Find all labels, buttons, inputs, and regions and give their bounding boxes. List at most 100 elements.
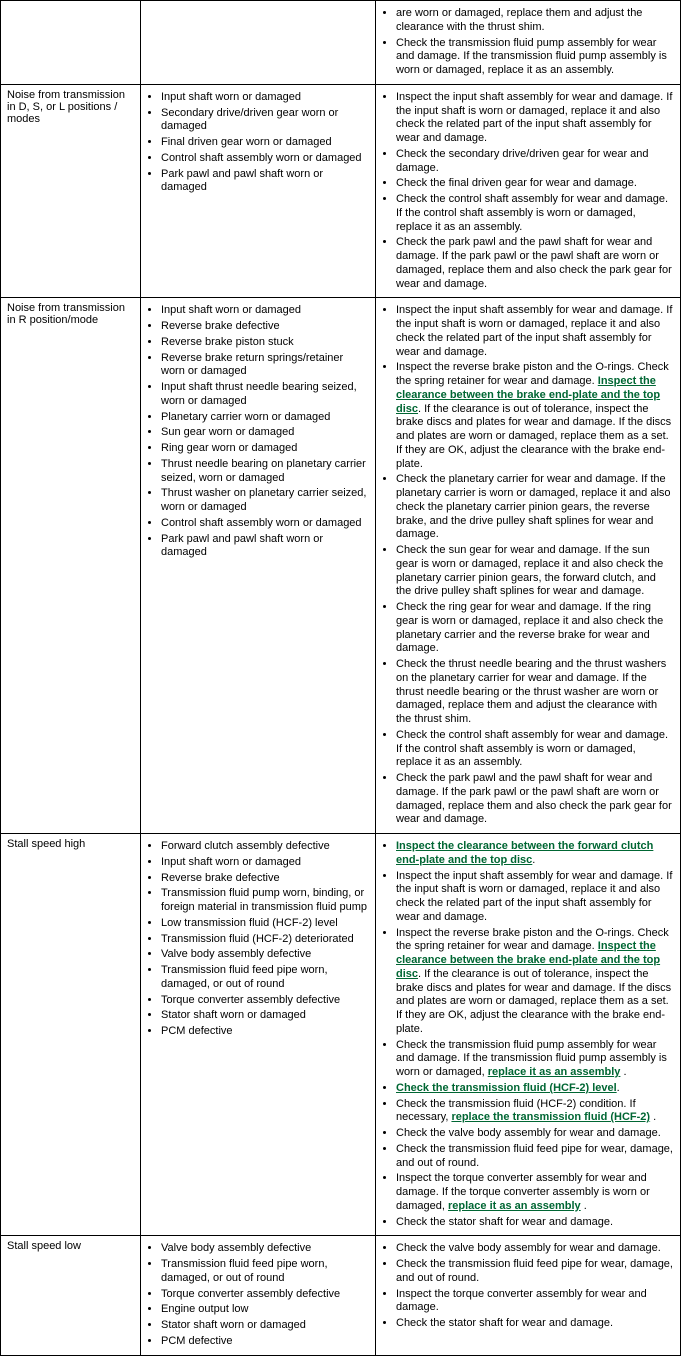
causes-list: Input shaft worn or damaged Reverse brake… <box>147 304 369 560</box>
list-item: Check the transmission fluid (HCF-2) lev… <box>396 1082 674 1096</box>
remedies-list: Inspect the clearance between the forwar… <box>382 840 674 1229</box>
symptom-cell: Stall speed low <box>1 1236 141 1355</box>
list-item: Inspect the reverse brake piston and the… <box>396 927 674 1037</box>
list-item: Input shaft worn or damaged <box>161 91 369 105</box>
remedies-cell: Inspect the input shaft assembly for wea… <box>376 298 681 834</box>
list-item: Check the park pawl and the pawl shaft f… <box>396 236 674 291</box>
causes-list: Forward clutch assembly defective Input s… <box>147 840 369 1039</box>
reference-link[interactable]: Inspect the clearance between the brake … <box>396 375 660 415</box>
list-item: Inspect the input shaft assembly for wea… <box>396 91 674 146</box>
reference-link[interactable]: Inspect the clearance between the brake … <box>396 940 660 980</box>
list-item: Low transmission fluid (HCF-2) level <box>161 917 369 931</box>
remedies-cell: Inspect the clearance between the forwar… <box>376 834 681 1236</box>
table-row: Stall speed highForward clutch assembly … <box>1 834 681 1236</box>
list-item: Reverse brake return springs/retainer wo… <box>161 352 369 380</box>
list-item: Park pawl and pawl shaft worn or damaged <box>161 168 369 196</box>
list-item: Check the final driven gear for wear and… <box>396 177 674 191</box>
list-item: Transmission fluid feed pipe worn, damag… <box>161 964 369 992</box>
list-item: are worn or damaged, replace them and ad… <box>396 7 674 35</box>
symptom-cell: Stall speed high <box>1 834 141 1236</box>
list-item: Inspect the torque converter assembly fo… <box>396 1172 674 1213</box>
list-item: Engine output low <box>161 1303 369 1317</box>
list-item: Input shaft thrust needle bearing seized… <box>161 381 369 409</box>
list-item: Forward clutch assembly defective <box>161 840 369 854</box>
list-item: Inspect the reverse brake piston and the… <box>396 361 674 471</box>
list-item: Ring gear worn or damaged <box>161 442 369 456</box>
reference-link[interactable]: replace it as an assembly <box>488 1066 621 1078</box>
remedies-cell: Check the valve body assembly for wear a… <box>376 1236 681 1355</box>
list-item: Transmission fluid feed pipe worn, damag… <box>161 1258 369 1286</box>
list-item: Reverse brake piston stuck <box>161 336 369 350</box>
list-item: Check the transmission fluid pump assemb… <box>396 1039 674 1080</box>
causes-list: Input shaft worn or damaged Secondary dri… <box>147 91 369 195</box>
list-item: Final driven gear worn or damaged <box>161 136 369 150</box>
list-item: Check the ring gear for wear and damage.… <box>396 601 674 656</box>
remedies-list: are worn or damaged, replace them and ad… <box>382 7 674 78</box>
list-item: Check the control shaft assembly for wea… <box>396 193 674 234</box>
list-item: Check the transmission fluid pump assemb… <box>396 37 674 78</box>
list-item: Transmission fluid pump worn, binding, o… <box>161 887 369 915</box>
remedies-list: Check the valve body assembly for wear a… <box>382 1242 674 1331</box>
list-item: Stator shaft worn or damaged <box>161 1319 369 1333</box>
list-item: Inspect the clearance between the forwar… <box>396 840 674 868</box>
list-item: Torque converter assembly defective <box>161 994 369 1008</box>
list-item: Check the valve body assembly for wear a… <box>396 1127 674 1141</box>
list-item: Check the park pawl and the pawl shaft f… <box>396 772 674 827</box>
symptom-cell: Noise from transmission in R position/mo… <box>1 298 141 834</box>
causes-cell: Valve body assembly defective Transmissio… <box>141 1236 376 1355</box>
list-item: Inspect the input shaft assembly for wea… <box>396 304 674 359</box>
symptom-cell <box>1 1 141 85</box>
table-row: Stall speed lowValve body assembly defec… <box>1 1236 681 1355</box>
symptom-cell: Noise from transmission in D, S, or L po… <box>1 84 141 298</box>
list-item: Control shaft assembly worn or damaged <box>161 152 369 166</box>
remedies-list: Inspect the input shaft assembly for wea… <box>382 304 674 827</box>
list-item: Planetary carrier worn or damaged <box>161 411 369 425</box>
list-item: Valve body assembly defective <box>161 948 369 962</box>
list-item: Stator shaft worn or damaged <box>161 1009 369 1023</box>
list-item: PCM defective <box>161 1025 369 1039</box>
reference-link[interactable]: Check the transmission fluid (HCF-2) lev… <box>396 1082 617 1094</box>
list-item: Park pawl and pawl shaft worn or damaged <box>161 533 369 561</box>
list-item: Transmission fluid (HCF-2) deteriorated <box>161 933 369 947</box>
reference-link[interactable]: replace it as an assembly <box>448 1200 581 1212</box>
troubleshooting-table: are worn or damaged, replace them and ad… <box>0 0 681 1356</box>
list-item: Thrust needle bearing on planetary carri… <box>161 458 369 486</box>
causes-cell: Input shaft worn or damaged Reverse brake… <box>141 298 376 834</box>
list-item: Valve body assembly defective <box>161 1242 369 1256</box>
list-item: Secondary drive/driven gear worn or dama… <box>161 107 369 135</box>
reference-link[interactable]: Inspect the clearance between the forwar… <box>396 840 653 866</box>
list-item: Sun gear worn or damaged <box>161 426 369 440</box>
list-item: Check the transmission fluid feed pipe f… <box>396 1143 674 1171</box>
causes-cell: Input shaft worn or damaged Secondary dri… <box>141 84 376 298</box>
list-item: Check the valve body assembly for wear a… <box>396 1242 674 1256</box>
list-item: Control shaft assembly worn or damaged <box>161 517 369 531</box>
list-item: Reverse brake defective <box>161 872 369 886</box>
remedies-cell: are worn or damaged, replace them and ad… <box>376 1 681 85</box>
list-item: Reverse brake defective <box>161 320 369 334</box>
list-item: Check the transmission fluid feed pipe f… <box>396 1258 674 1286</box>
list-item: Check the secondary drive/driven gear fo… <box>396 148 674 176</box>
list-item: Check the transmission fluid (HCF-2) con… <box>396 1098 674 1126</box>
list-item: Input shaft worn or damaged <box>161 856 369 870</box>
list-item: Inspect the input shaft assembly for wea… <box>396 870 674 925</box>
list-item: Check the stator shaft for wear and dama… <box>396 1216 674 1230</box>
remedies-list: Inspect the input shaft assembly for wea… <box>382 91 674 292</box>
list-item: Input shaft worn or damaged <box>161 304 369 318</box>
list-item: Inspect the torque converter assembly fo… <box>396 1288 674 1316</box>
causes-cell: Forward clutch assembly defective Input s… <box>141 834 376 1236</box>
remedies-cell: Inspect the input shaft assembly for wea… <box>376 84 681 298</box>
list-item: Check the control shaft assembly for wea… <box>396 729 674 770</box>
list-item: PCM defective <box>161 1335 369 1349</box>
list-item: Check the stator shaft for wear and dama… <box>396 1317 674 1331</box>
table-row: Noise from transmission in D, S, or L po… <box>1 84 681 298</box>
list-item: Torque converter assembly defective <box>161 1288 369 1302</box>
list-item: Thrust washer on planetary carrier seize… <box>161 487 369 515</box>
table-row: Noise from transmission in R position/mo… <box>1 298 681 834</box>
table-row: are worn or damaged, replace them and ad… <box>1 1 681 85</box>
list-item: Check the sun gear for wear and damage. … <box>396 544 674 599</box>
reference-link[interactable]: replace the transmission fluid (HCF-2) <box>451 1111 650 1123</box>
list-item: Check the thrust needle bearing and the … <box>396 658 674 727</box>
causes-list: Valve body assembly defective Transmissio… <box>147 1242 369 1348</box>
list-item: Check the planetary carrier for wear and… <box>396 473 674 542</box>
causes-cell <box>141 1 376 85</box>
